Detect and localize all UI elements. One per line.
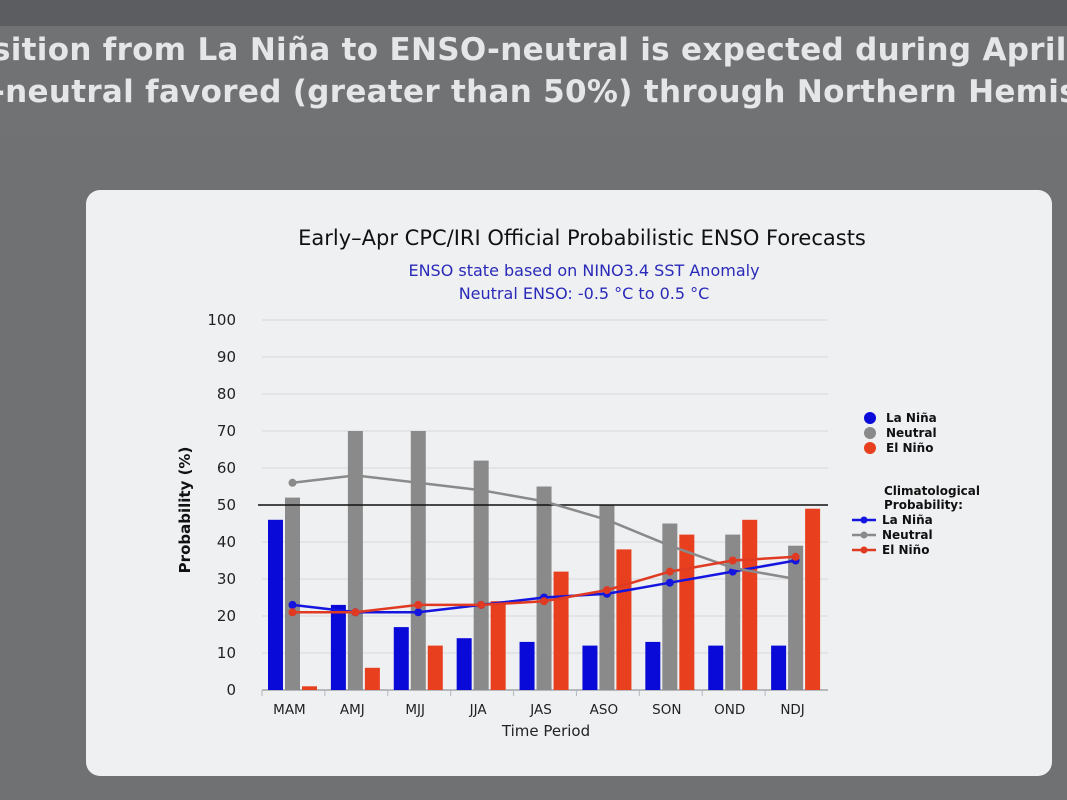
y-tick-label: 50	[217, 496, 236, 514]
x-tick-label: NDJ	[780, 702, 804, 718]
y-tick-label: 10	[217, 644, 236, 662]
bars	[258, 431, 828, 690]
y-tick-label: 30	[217, 570, 236, 588]
x-tick-label: MJJ	[405, 702, 425, 718]
climatology-point-elnio	[728, 556, 737, 565]
chart-subtitle-1: ENSO state based on NINO3.4 SST Anomaly	[408, 261, 759, 280]
x-tick-label: JJA	[469, 702, 488, 718]
x-tick-label: OND	[714, 702, 745, 718]
climatology-point-elnio	[351, 608, 360, 617]
bar-lania-aso	[582, 645, 598, 690]
bar-neutral-son	[662, 523, 678, 690]
banner: sition from La Niña to ENSO-neutral is e…	[0, 26, 1067, 136]
bar-lania-son	[645, 641, 661, 690]
climatology-point-elnio	[414, 600, 423, 609]
bar-lania-jas	[519, 641, 535, 690]
bar-elnio-mjj	[427, 645, 443, 690]
bar-neutral-mam	[285, 497, 300, 690]
climatology-legend-title: Climatological	[884, 484, 980, 498]
y-tick-label: 0	[226, 681, 236, 699]
legend-marker-neutral	[864, 427, 876, 439]
chart-card: Early–Apr CPC/IRI Official Probabilistic…	[86, 190, 1052, 776]
bar-neutral-jja	[473, 460, 489, 690]
banner-line-1: sition from La Niña to ENSO-neutral is e…	[0, 32, 1067, 68]
bar-elnio-aso	[616, 549, 632, 690]
x-tick-label: ASO	[590, 702, 618, 718]
climatology-line-neutral	[292, 474, 796, 581]
bar-elnio-son	[679, 534, 695, 690]
x-tick-label: SON	[652, 702, 681, 718]
climatology-point-neutral	[288, 478, 297, 487]
climatology-point-lania	[288, 600, 297, 609]
bar-elnio-ndj	[805, 508, 821, 690]
y-tick-labels: 0 10 20 30 40 50 60 70 80 90 100	[207, 311, 236, 699]
y-tick-label: 20	[217, 607, 236, 625]
bar-neutral-amj	[347, 431, 363, 690]
climatology-lines	[288, 474, 800, 617]
bar-neutral-jas	[536, 486, 552, 690]
bar-lania-mjj	[393, 627, 409, 690]
banner-line-2: -neutral favored (greater than 50%) thro…	[0, 74, 1067, 110]
x-axis-label: Time Period	[501, 722, 590, 740]
top-bar	[0, 0, 1067, 28]
legend-marker-lania	[864, 412, 876, 424]
climatology-point-elnio	[477, 600, 486, 609]
chart-subtitle-2: Neutral ENSO: -0.5 °C to 0.5 °C	[459, 284, 710, 303]
bar-neutral-ndj	[788, 545, 804, 690]
legend-label: El Niño	[886, 441, 933, 455]
climatology-legend-marker-lania	[860, 516, 868, 524]
x-tick-label: JAS	[529, 702, 552, 718]
y-tick-label: 90	[217, 348, 236, 366]
bar-elnio-jas	[553, 571, 569, 690]
bar-lania-ndj	[771, 645, 787, 690]
climatology-legend-label: Neutral	[882, 528, 933, 542]
climatology-point-lania	[414, 608, 423, 617]
bar-elnio-amj	[364, 667, 380, 690]
y-tick-label: 80	[217, 385, 236, 403]
climatology-point-lania	[665, 578, 674, 587]
legend-marker-elnio	[864, 442, 876, 454]
climatology-point-elnio	[665, 567, 674, 576]
climatology-legend-title-line2: Probability:	[884, 498, 963, 512]
bar-lania-mam	[268, 519, 283, 690]
chart-title: Early–Apr CPC/IRI Official Probabilistic…	[298, 226, 866, 250]
climatology-point-elnio	[791, 552, 800, 561]
y-tick-label: 40	[217, 533, 236, 551]
climatology-legend-label: La Niña	[882, 513, 933, 527]
enso-probability-chart: Early–Apr CPC/IRI Official Probabilistic…	[176, 226, 980, 740]
climatology-point-lania	[728, 567, 737, 576]
legend-label: Neutral	[886, 426, 937, 440]
climatology-legend-marker-neutral	[860, 531, 868, 539]
climatology-legend-marker-elnio	[860, 546, 868, 554]
y-tick-label: 100	[207, 311, 236, 329]
bar-elnio-mam	[302, 686, 317, 690]
bar-elnio-ond	[742, 519, 758, 690]
legend-label: La Niña	[886, 411, 937, 425]
bar-lania-amj	[330, 604, 346, 690]
climatology-point-elnio	[288, 608, 297, 617]
bar-lania-jja	[456, 638, 472, 690]
y-axis-label: Probability (%)	[176, 447, 194, 574]
bar-lania-ond	[708, 645, 724, 690]
x-tick-labels: MAM AMJ MJJ JJA JAS ASO SON OND NDJ	[261, 690, 805, 718]
bar-elnio-jja	[490, 601, 506, 690]
climatology-point-elnio	[602, 586, 611, 595]
bar-neutral-mjj	[410, 431, 426, 690]
y-tick-label: 60	[217, 459, 236, 477]
x-tick-label: AMJ	[340, 702, 365, 718]
x-tick-label: MAM	[273, 702, 306, 718]
climatology-legend-label: El Niño	[882, 543, 929, 557]
climatology-point-elnio	[540, 597, 549, 606]
y-tick-label: 70	[217, 422, 236, 440]
